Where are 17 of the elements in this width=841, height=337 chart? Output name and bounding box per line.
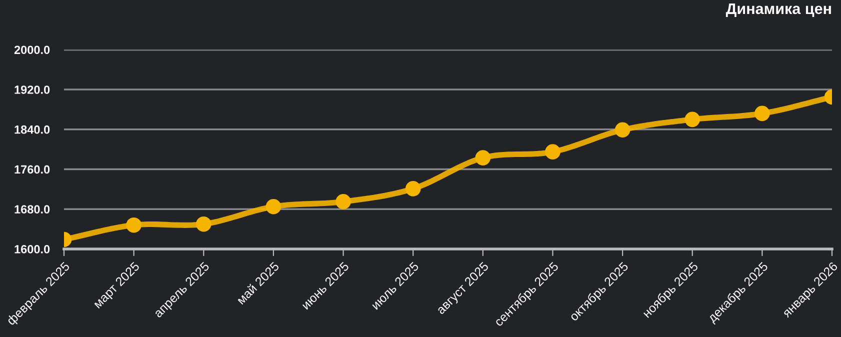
- point: [614, 122, 630, 138]
- y-tick-label: 1600.0: [14, 245, 50, 254]
- point: [266, 199, 282, 214]
- point: [475, 150, 491, 166]
- y-tick-label: 1680.0: [14, 205, 50, 214]
- point: [196, 216, 212, 232]
- y-tick-label: 2000.0: [14, 46, 50, 54]
- point: [336, 194, 351, 210]
- point: [405, 181, 421, 196]
- point: [545, 144, 560, 160]
- y-tick-label: 1760.0: [14, 165, 50, 174]
- y-tick-label: 1840.0: [14, 125, 50, 134]
- point: [684, 112, 700, 128]
- point: [754, 106, 770, 122]
- point: [126, 217, 142, 233]
- chart-title: Динамика цен: [726, 3, 831, 17]
- y-tick-label: 1920.0: [14, 86, 50, 94]
